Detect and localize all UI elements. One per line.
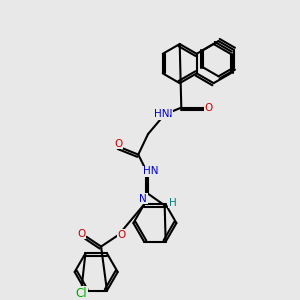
Text: O: O [77, 229, 86, 239]
Text: N: N [139, 194, 147, 204]
Text: O: O [205, 103, 213, 112]
Text: HN: HN [143, 166, 159, 176]
Text: HN: HN [157, 110, 172, 119]
Text: H: H [169, 197, 176, 208]
Text: O: O [115, 139, 123, 149]
Text: Cl: Cl [76, 287, 87, 300]
Text: O: O [118, 230, 126, 240]
Text: HN: HN [154, 110, 170, 119]
